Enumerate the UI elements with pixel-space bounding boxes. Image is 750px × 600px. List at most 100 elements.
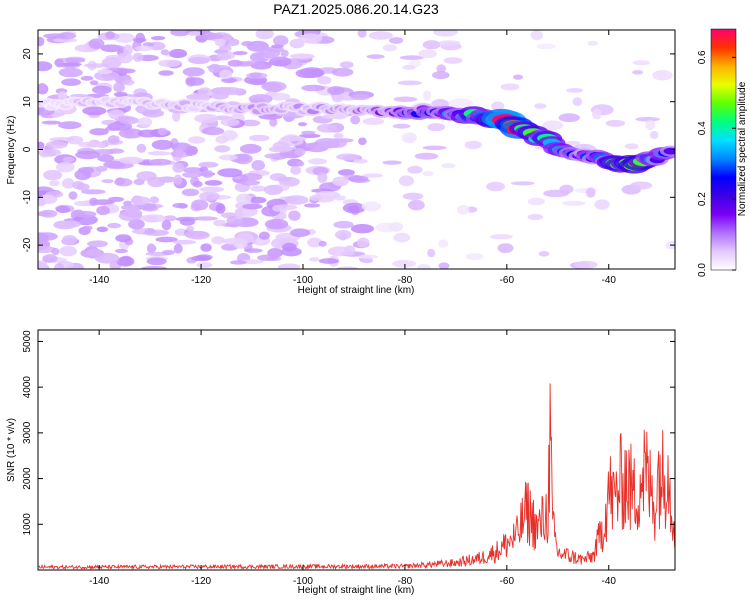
noise-blob bbox=[318, 240, 327, 247]
noise-blob bbox=[54, 263, 65, 269]
noise-blob bbox=[199, 186, 225, 193]
noise-blob bbox=[427, 123, 446, 132]
noise-blob bbox=[233, 238, 248, 249]
noise-blob bbox=[309, 257, 320, 262]
colorbar-tick-label: 0.0 bbox=[697, 263, 708, 277]
noise-blob bbox=[88, 38, 105, 49]
noise-blob bbox=[432, 71, 450, 80]
x-tick-label: -140 bbox=[89, 576, 109, 587]
noise-blob bbox=[119, 156, 144, 165]
noise-blob bbox=[39, 209, 58, 218]
noise-blob bbox=[200, 243, 212, 252]
noise-blob bbox=[137, 117, 153, 128]
noise-blob bbox=[96, 226, 109, 233]
noise-blob bbox=[161, 249, 175, 255]
noise-blob bbox=[169, 48, 188, 59]
noise-blob bbox=[565, 140, 581, 146]
noise-blob bbox=[303, 203, 321, 208]
noise-blob bbox=[333, 220, 354, 229]
y-tick-label: -10 bbox=[22, 190, 33, 205]
noise-blob bbox=[55, 205, 71, 213]
noise-blob bbox=[500, 83, 520, 91]
noise-blob bbox=[438, 239, 449, 248]
noise-blob bbox=[186, 230, 210, 240]
noise-blob bbox=[185, 77, 205, 86]
noise-blob bbox=[191, 199, 209, 211]
y-tick-label: 5000 bbox=[22, 330, 33, 353]
noise-blob bbox=[92, 85, 112, 95]
noise-blob bbox=[336, 266, 359, 269]
noise-blob bbox=[645, 119, 656, 131]
noise-blob bbox=[274, 146, 297, 151]
x-tick-label: -100 bbox=[293, 576, 313, 587]
noise-blob bbox=[215, 135, 229, 144]
noise-blob bbox=[119, 255, 133, 266]
noise-blob bbox=[242, 203, 263, 210]
noise-blob bbox=[217, 168, 243, 178]
y-tick-label: 1000 bbox=[22, 513, 33, 536]
noise-blob bbox=[272, 204, 283, 212]
noise-blob bbox=[358, 254, 379, 259]
noise-blob bbox=[172, 239, 196, 245]
noise-blob bbox=[244, 248, 263, 253]
noise-blob bbox=[182, 171, 202, 178]
noise-blob bbox=[120, 204, 145, 211]
noise-blob bbox=[239, 173, 263, 181]
noise-blob bbox=[208, 63, 222, 74]
noise-blob bbox=[261, 81, 287, 92]
noise-blob bbox=[42, 254, 58, 263]
noise-blob bbox=[149, 196, 160, 204]
noise-blob bbox=[366, 54, 385, 59]
noise-blob bbox=[155, 236, 178, 243]
noise-blob bbox=[187, 31, 202, 37]
noise-blob bbox=[301, 84, 326, 92]
noise-blob bbox=[241, 41, 254, 47]
x-tick-label: -100 bbox=[293, 275, 313, 286]
noise-blob bbox=[201, 127, 225, 136]
noise-blob bbox=[187, 136, 206, 144]
noise-blob bbox=[402, 192, 424, 200]
noise-blob bbox=[62, 235, 77, 245]
noise-blob bbox=[280, 49, 289, 58]
noise-blob bbox=[510, 181, 535, 186]
noise-blob bbox=[181, 188, 200, 197]
snr-y-axis: 1000 2000 3000 4000 5000 bbox=[22, 330, 675, 536]
noise-blob bbox=[536, 43, 557, 50]
noise-blob bbox=[82, 225, 93, 231]
noise-blob bbox=[408, 199, 425, 211]
noise-blob bbox=[77, 166, 95, 174]
noise-blob bbox=[58, 121, 82, 129]
noise-blob bbox=[65, 57, 86, 64]
spectrogram-ylabel: Frequency (Hz) bbox=[6, 116, 17, 185]
noise-blob bbox=[356, 237, 370, 248]
noise-blob bbox=[56, 162, 75, 173]
noise-blob bbox=[269, 220, 283, 228]
noise-blob bbox=[339, 61, 354, 69]
noise-blob bbox=[51, 247, 60, 256]
noise-blob bbox=[81, 189, 106, 195]
noise-blob bbox=[201, 170, 214, 178]
noise-blob bbox=[101, 179, 114, 184]
noise-blob bbox=[559, 184, 574, 194]
spectrogram-xlabel: Height of straight line (km) bbox=[298, 285, 415, 296]
noise-blob bbox=[316, 123, 338, 133]
noise-blob bbox=[350, 115, 361, 125]
noise-blob bbox=[141, 266, 167, 269]
noise-blob bbox=[41, 120, 61, 125]
ridge-blob bbox=[663, 147, 675, 155]
x-tick-label: -80 bbox=[398, 275, 413, 286]
noise-blob bbox=[362, 258, 374, 264]
noise-blob bbox=[402, 64, 416, 70]
noise-blob bbox=[362, 117, 385, 125]
noise-blob bbox=[399, 55, 425, 60]
noise-blob bbox=[393, 96, 418, 102]
spectrogram-y-axis: -20 -10 0 10 20 bbox=[22, 48, 675, 252]
noise-blob bbox=[335, 230, 352, 240]
noise-blob bbox=[605, 119, 626, 127]
chart-title: PAZ1.2025.086.20.14.G23 bbox=[273, 1, 439, 17]
noise-blob bbox=[422, 40, 441, 50]
noise-blob bbox=[128, 218, 145, 230]
snr-ylabel: SNR (10 * v/v) bbox=[6, 418, 17, 482]
noise-blob bbox=[566, 88, 584, 93]
